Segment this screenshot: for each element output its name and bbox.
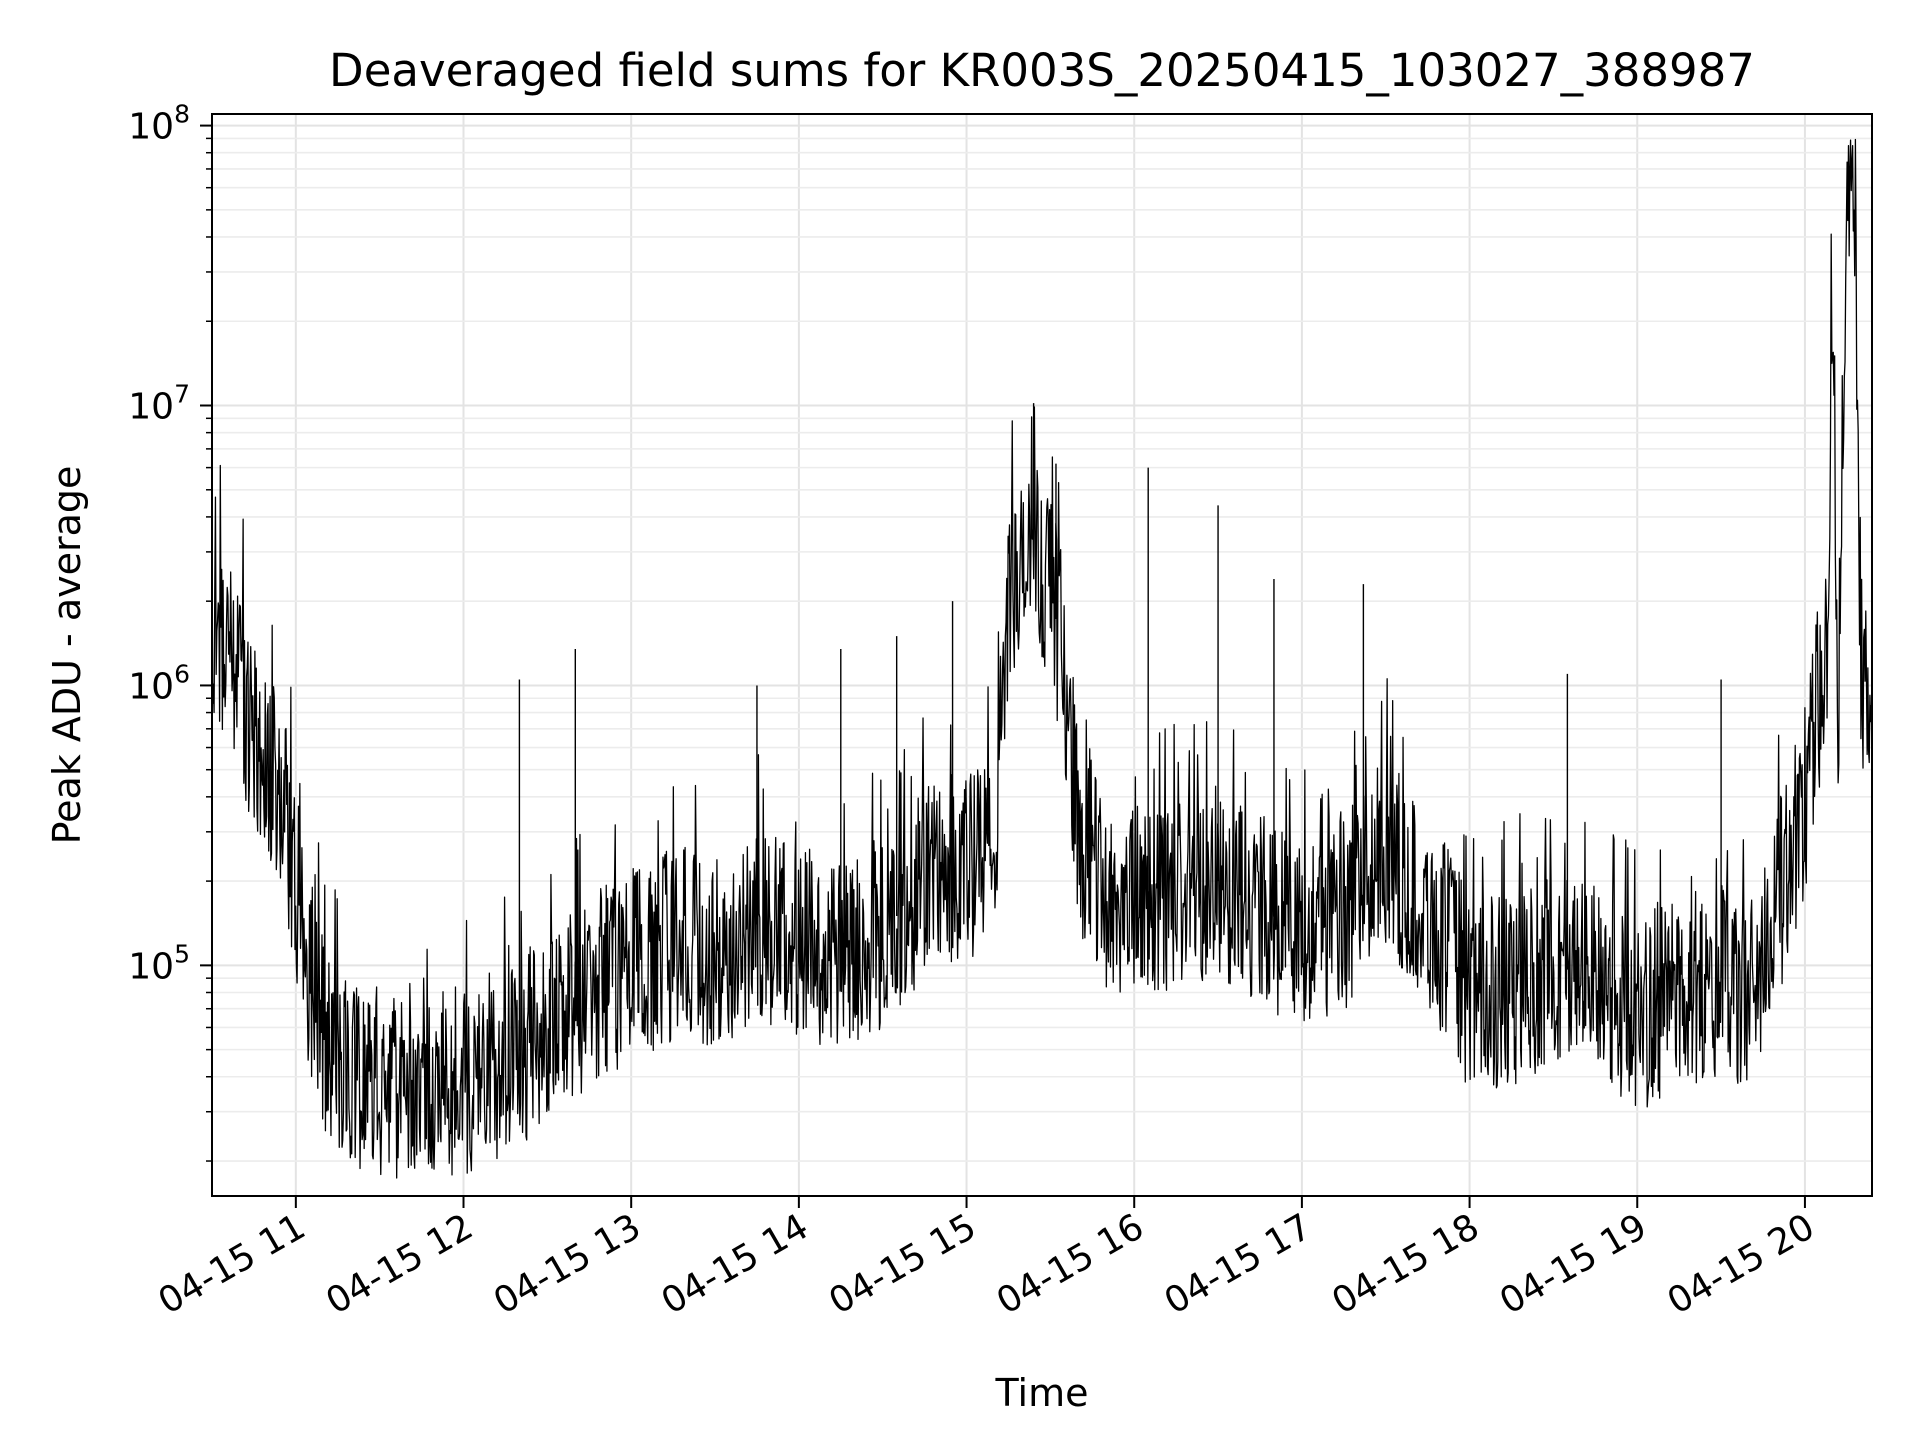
y-axis-label: Peak ADU - average [45,466,89,845]
y-tick-label: 106 [128,659,190,707]
y-axis: 105 106 107 108 [128,100,212,1162]
chart-title: Deaveraged field sums for KR003S_2025041… [329,44,1755,97]
grid [212,114,1872,1196]
x-axis-label: Time [995,1371,1089,1415]
y-tick-label: 107 [128,380,190,428]
series-layer [212,138,1872,1179]
plot-frame [211,113,1873,1197]
y-tick-label: 108 [128,100,190,148]
plot-area [212,138,1872,1179]
series-line [212,138,1872,1179]
y-tick-label: 105 [128,939,190,987]
